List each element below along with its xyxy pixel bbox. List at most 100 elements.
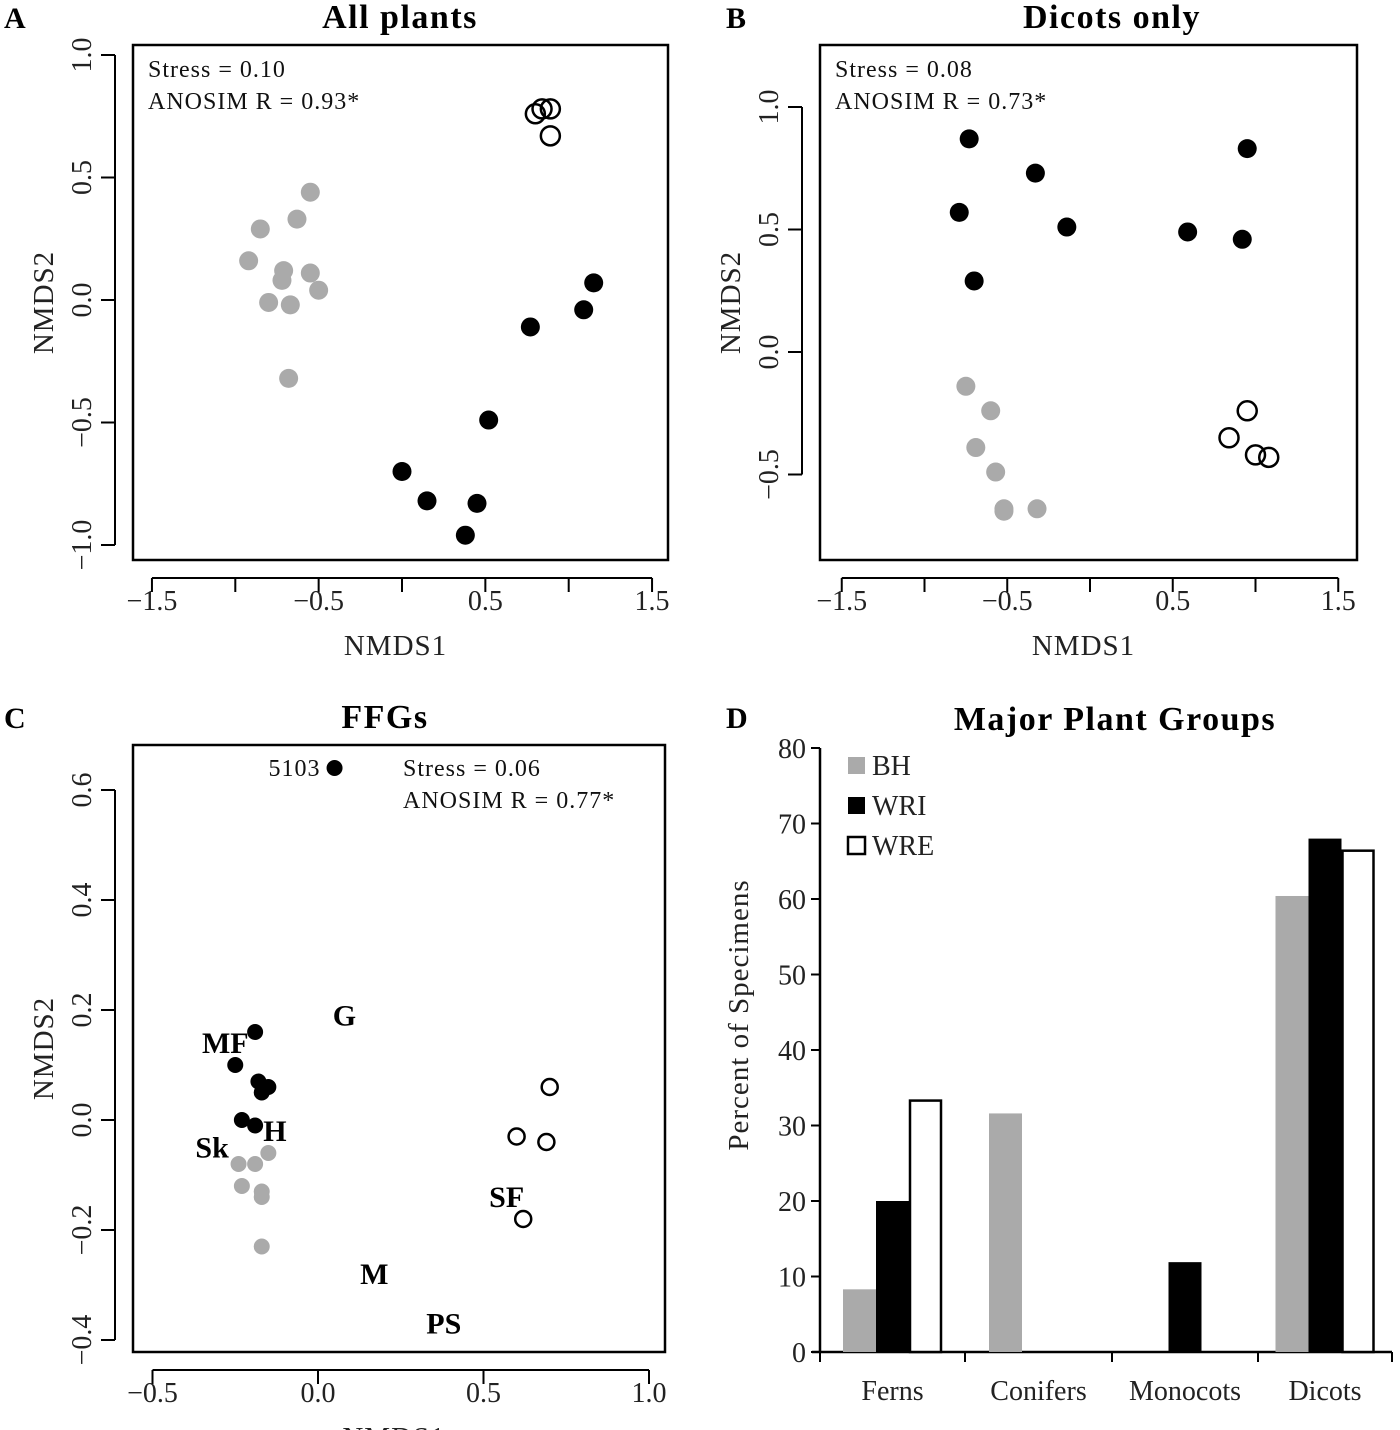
x-tick-label: −0.5: [982, 586, 1033, 617]
point-bh: [986, 462, 1006, 482]
y-tick-label: −1.0: [67, 520, 98, 571]
x-tick-label: 1.5: [635, 586, 670, 617]
bar-dicots-wre: [1341, 849, 1375, 1354]
legend-swatch-wri: [848, 797, 865, 814]
y-tick-label: 0.6: [67, 773, 98, 808]
point-wri: [959, 129, 979, 149]
bar-ferns-wri: [876, 1201, 909, 1352]
point-wre: [539, 125, 562, 147]
point-bh: [956, 376, 976, 396]
plot-box: [131, 743, 667, 1354]
x-tick-label: −0.5: [293, 586, 344, 617]
point-wre: [531, 98, 553, 120]
panel-letter: C: [4, 702, 26, 735]
x-axis-label: NMDS1: [342, 1422, 445, 1430]
category-label: Dicots: [1288, 1376, 1361, 1407]
anosim-annotation: ANOSIM R = 0.77*: [403, 788, 615, 814]
point-wri: [247, 1024, 264, 1040]
panel-title: Major Plant Groups: [954, 701, 1276, 738]
legend-label: BH: [872, 751, 911, 782]
panel-b: B Dicots only −1.5 −0.5 0.5 1.5 NMDS1 −0.5 0.0 0.…: [715, 0, 1359, 662]
category-label: Monocots: [1129, 1376, 1241, 1407]
point-bh: [287, 209, 307, 229]
point-wri: [326, 760, 343, 776]
point-wri: [1025, 163, 1045, 183]
x-tick-label: −1.5: [127, 586, 178, 617]
point-bh: [239, 251, 259, 271]
anosim-annotation: ANOSIM R = 0.93*: [148, 89, 360, 115]
x-axis-label: NMDS1: [344, 630, 447, 662]
panel-c: C FFGs −0.5 0.0 0.5 1.0 NMDS1 −0.4 −0.2 0.0 0.2 0.4…: [4, 699, 667, 1430]
point-bh: [247, 1156, 264, 1172]
ffg-label: MF: [202, 1027, 249, 1060]
point-wri: [247, 1117, 264, 1134]
panel-title: All plants: [322, 0, 478, 36]
y-tick-label: 20: [778, 1187, 806, 1218]
y-tick-label: 0.5: [67, 160, 98, 195]
ffg-label: M: [360, 1258, 388, 1291]
point-wri: [949, 202, 969, 222]
legend-label: WRI: [872, 791, 926, 822]
point-bh: [253, 1238, 270, 1255]
y-tick-label: 10: [778, 1263, 806, 1294]
y-axis-label: NMDS2: [28, 997, 60, 1100]
legend-label: WRE: [872, 831, 934, 862]
point-bh: [272, 270, 292, 290]
point-bh: [981, 401, 1001, 421]
point-bh: [309, 280, 329, 300]
point-bh: [994, 501, 1014, 521]
panel-title: Dicots only: [1023, 0, 1201, 36]
x-tick-label: 1.5: [1321, 586, 1356, 617]
panel-letter: D: [726, 702, 748, 735]
y-tick-label: 1.0: [67, 38, 98, 73]
point-bh: [253, 1189, 270, 1205]
y-tick-label: 0.2: [67, 993, 98, 1028]
point-wri: [233, 1112, 250, 1128]
x-tick-label: 1.0: [632, 1378, 667, 1409]
bar-conifers-bh: [989, 1113, 1022, 1352]
point-wre: [507, 1127, 526, 1146]
point-bh: [1027, 499, 1047, 519]
point-bh: [230, 1156, 247, 1172]
ffg-label: H: [263, 1115, 286, 1148]
y-tick-label: 1.0: [754, 90, 785, 125]
point-wri: [1178, 222, 1198, 242]
point-wre: [513, 1209, 533, 1229]
point-bh: [280, 295, 300, 315]
point-wre: [540, 1077, 559, 1097]
point-wre: [539, 98, 562, 120]
y-tick-label: 0: [792, 1338, 806, 1369]
point-wri: [574, 300, 594, 320]
y-tick-label: 40: [778, 1036, 806, 1067]
y-tick-label: 0.0: [754, 335, 785, 370]
x-tick-label: 0.0: [301, 1378, 336, 1409]
point-wri: [455, 525, 475, 545]
point-wre: [1236, 400, 1258, 422]
panel-letter: A: [4, 2, 26, 35]
point-bh: [966, 438, 986, 458]
plot-box: [131, 43, 670, 562]
point-wri: [964, 271, 984, 291]
y-tick-label: −0.5: [67, 397, 98, 448]
stress-annotation: Stress = 0.06: [403, 756, 541, 782]
plot-box: [818, 43, 1359, 562]
y-tick-label: 70: [778, 810, 806, 841]
y-tick-label: 0.0: [67, 283, 98, 318]
point-wri: [1232, 229, 1252, 249]
bar-dicots-wri: [1308, 838, 1342, 1352]
point-wri: [467, 493, 487, 513]
y-tick-label: 50: [778, 961, 806, 992]
ffg-label: G: [333, 1000, 356, 1033]
ffg-label: PS: [426, 1308, 461, 1341]
y-tick-label: 60: [778, 885, 806, 916]
point-wre: [1244, 444, 1267, 466]
y-tick-label: 30: [778, 1112, 806, 1143]
y-tick-label: −0.5: [754, 449, 785, 500]
point-wri: [392, 462, 412, 481]
stress-annotation: Stress = 0.10: [148, 57, 286, 83]
bar-dicots-bh: [1275, 895, 1309, 1352]
legend-swatch-bh: [848, 757, 865, 774]
y-axis-label: Percent of Specimens: [723, 879, 755, 1150]
y-tick-label: 0.5: [754, 212, 785, 247]
